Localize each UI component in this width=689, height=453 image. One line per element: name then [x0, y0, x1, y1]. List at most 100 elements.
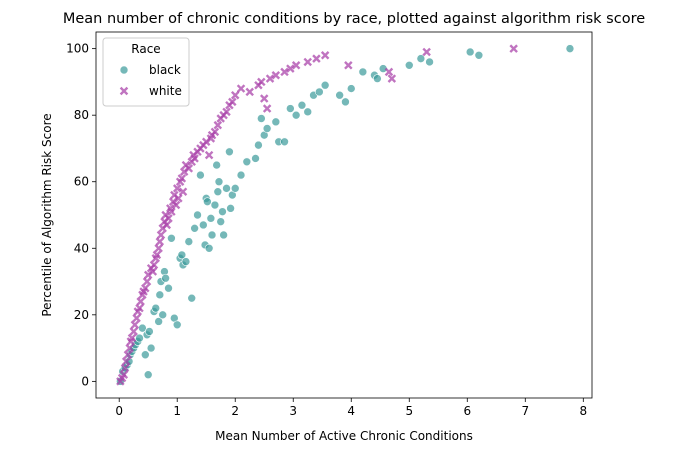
black-point [219, 230, 228, 240]
black-point [416, 54, 426, 63]
white-point [127, 333, 137, 343]
black-point [254, 140, 263, 150]
black-point [222, 184, 231, 193]
black-point [135, 333, 144, 343]
black-point [141, 350, 150, 360]
white-point [230, 90, 240, 100]
x-tick-label: 3 [289, 404, 297, 418]
black-point [218, 207, 227, 216]
white-point [142, 277, 152, 286]
black-point [404, 60, 414, 70]
white-point [164, 214, 173, 223]
y-tick-label: 100 [66, 42, 89, 56]
white-point [213, 120, 223, 130]
black-point [196, 170, 205, 180]
white-point [222, 107, 231, 117]
y-tick-label: 20 [74, 308, 89, 322]
white-point [344, 61, 353, 70]
white-point [236, 84, 246, 93]
black-point [465, 47, 475, 57]
white-point [155, 237, 165, 246]
black-point [181, 257, 191, 266]
white-point [149, 260, 159, 270]
black-point [212, 160, 221, 170]
black-point [158, 310, 168, 320]
black-point [262, 124, 272, 133]
black-point [213, 187, 223, 197]
black-point [257, 114, 266, 123]
white-point [422, 47, 431, 57]
black-point [225, 147, 234, 157]
black-point [184, 237, 194, 246]
black-point [216, 217, 226, 226]
white-point [148, 267, 158, 276]
white-point [262, 104, 272, 113]
black-point [373, 74, 382, 83]
black-point [341, 97, 350, 107]
white-point [177, 174, 187, 183]
white-point [152, 250, 162, 260]
x-tick-label: 4 [347, 404, 355, 418]
black-point [145, 327, 154, 336]
white-point [257, 77, 266, 87]
black-point [210, 200, 220, 210]
black-point [172, 320, 182, 330]
x-axis-label: Mean Number of Active Chronic Conditions [215, 429, 473, 443]
plot-frame [95, 31, 593, 399]
white-point [312, 54, 321, 63]
black-point [315, 87, 324, 97]
white-point [174, 194, 183, 203]
legend-marker-black [119, 65, 129, 75]
white-point [121, 357, 131, 366]
black-point [320, 80, 330, 90]
black-point [177, 250, 187, 260]
black-point [161, 273, 170, 283]
x-tick-label: 2 [231, 404, 239, 418]
white-point [162, 220, 172, 230]
data-points [116, 44, 575, 386]
black-point [207, 230, 217, 240]
black-point [204, 243, 214, 253]
black-point [190, 224, 199, 233]
x-tick-label: 0 [115, 404, 123, 418]
black-point [242, 157, 252, 167]
black-point [271, 117, 281, 127]
black-point [226, 204, 235, 213]
white-point [171, 200, 181, 210]
black-point [297, 100, 307, 110]
white-point [184, 164, 194, 173]
white-point [245, 87, 254, 97]
white-point [265, 74, 275, 83]
black-point [280, 137, 289, 147]
black-point [167, 233, 176, 243]
black-point [474, 50, 484, 60]
black-point [335, 90, 344, 100]
black-point [565, 44, 575, 53]
white-point [120, 363, 130, 373]
white-point [130, 320, 140, 330]
y-tick-label: 60 [74, 175, 89, 189]
white-point [271, 71, 281, 80]
black-point [358, 67, 368, 77]
legend-title: Race [131, 42, 160, 56]
black-point [286, 104, 295, 113]
black-point [425, 57, 434, 67]
white-point [259, 94, 269, 103]
white-point [509, 44, 518, 53]
white-point [286, 64, 295, 73]
y-tick-label: 40 [74, 241, 89, 255]
black-point [230, 184, 240, 193]
white-point [291, 61, 301, 70]
x-tick-label: 8 [579, 404, 587, 418]
white-point [320, 51, 330, 60]
legend-label-black: black [149, 63, 181, 77]
white-point [154, 244, 163, 253]
white-point [204, 150, 214, 160]
white-point [387, 74, 397, 83]
white-point [172, 184, 182, 193]
y-tick-label: 0 [81, 374, 89, 388]
black-point [346, 84, 356, 93]
black-point [155, 290, 165, 300]
legend-marker-white [119, 86, 129, 96]
white-point [190, 154, 199, 163]
